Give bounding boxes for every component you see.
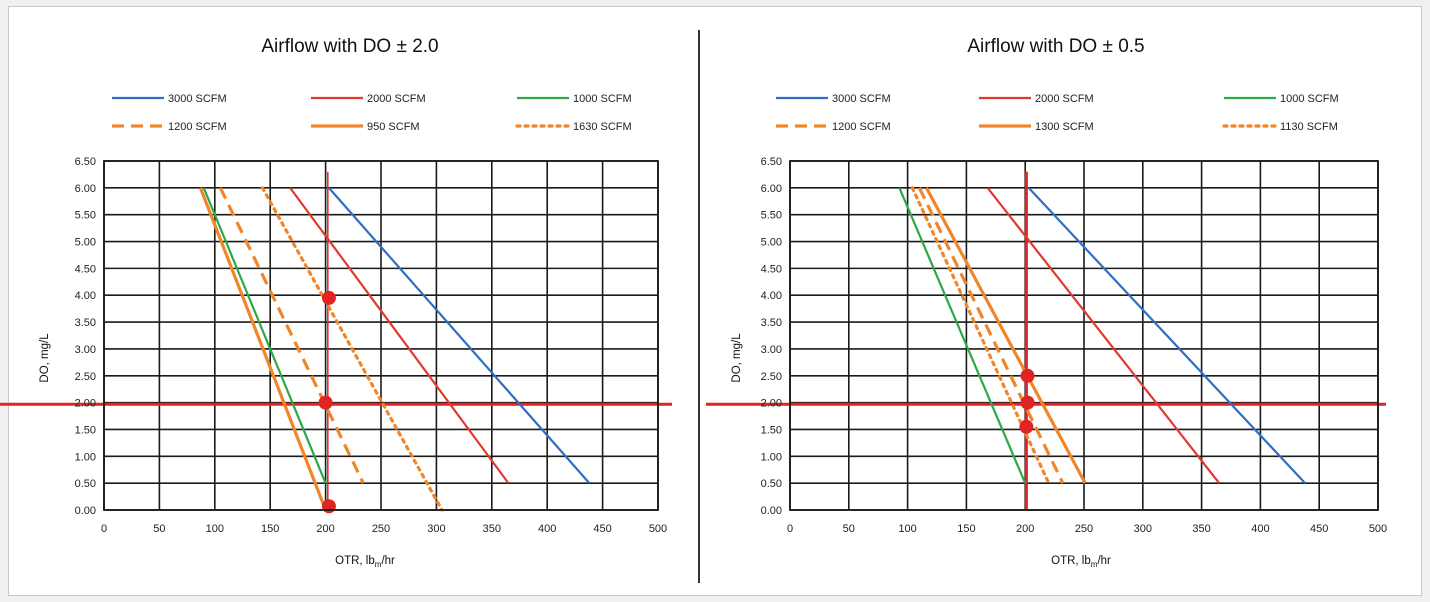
- x-tick-label: 50: [843, 523, 855, 535]
- y-tick-label: 6.00: [75, 183, 96, 195]
- y-tick-label: 1.00: [75, 451, 96, 463]
- chart-do-2-0: 0 50 100 150 200 250 300 350 400 450 500 0.00 0.50 1.…: [0, 36, 672, 569]
- legend-label: 950 SCFM: [367, 121, 420, 133]
- x-tick-label: 100: [898, 523, 916, 535]
- y-tick-label: 4.00: [761, 290, 782, 302]
- intersection-marker: [321, 499, 336, 514]
- x-tick-label: 250: [1075, 523, 1093, 535]
- series-line: [328, 187, 591, 484]
- y-tick-label: 5.00: [75, 237, 96, 249]
- series-line: [218, 187, 365, 484]
- x-tick-label: 100: [206, 523, 224, 535]
- y-tick-label: 0.00: [75, 505, 96, 517]
- y-axis-label: DO, mg/L: [731, 333, 743, 383]
- legend-label: 1200 SCFM: [168, 121, 227, 133]
- y-tick-label: 6.50: [75, 156, 96, 168]
- x-tick-label: 400: [538, 523, 556, 535]
- series-line: [202, 187, 327, 484]
- legend-label: 1200 SCFM: [832, 121, 891, 133]
- y-tick-label: 5.00: [761, 237, 782, 249]
- y-tick-label: 1.50: [75, 424, 96, 436]
- intersection-marker: [1020, 368, 1035, 383]
- x-axis-label: OTR, lbm/hr: [335, 555, 395, 569]
- plot-frame: [103, 160, 659, 511]
- y-tick-label: 4.50: [761, 263, 782, 275]
- y-tick-label: 1.00: [761, 451, 782, 463]
- legend-label: 3000 SCFM: [832, 93, 891, 105]
- series-line: [260, 186, 444, 512]
- chart-do-0-5: 0 50 100 150 200 250 300 350 400 450 500 0.00 0.50 1.…: [706, 36, 1387, 569]
- y-tick-label: 0.00: [761, 505, 782, 517]
- y-tick-label: 2.00: [761, 398, 782, 410]
- x-tick-label: 300: [427, 523, 445, 535]
- legend-label: 2000 SCFM: [1035, 93, 1094, 105]
- series-line: [925, 187, 1087, 484]
- y-tick-label: 4.00: [75, 290, 96, 302]
- x-tick-label: 350: [1192, 523, 1210, 535]
- x-tick-label: 400: [1251, 523, 1269, 535]
- series-line: [898, 187, 1027, 484]
- x-tick-label: 500: [1369, 523, 1387, 535]
- x-tick-label: 0: [101, 523, 107, 535]
- x-tick-label: 350: [483, 523, 501, 535]
- intersection-marker: [1019, 419, 1034, 434]
- y-tick-label: 2.00: [75, 398, 96, 410]
- y-tick-label: 2.50: [75, 371, 96, 383]
- x-tick-label: 300: [1134, 523, 1152, 535]
- x-tick-label: 250: [372, 523, 390, 535]
- legend-label: 1300 SCFM: [1035, 121, 1094, 133]
- legend-label: 1000 SCFM: [573, 93, 632, 105]
- x-axis-label: OTR, lbm/hr: [1051, 555, 1111, 569]
- x-tick-label: 450: [593, 523, 611, 535]
- y-tick-label: 3.00: [761, 344, 782, 356]
- series-line: [986, 187, 1221, 484]
- x-tick-label: 200: [1016, 523, 1034, 535]
- intersection-marker: [321, 290, 336, 305]
- legend-label: 1000 SCFM: [1280, 93, 1339, 105]
- y-tick-label: 5.50: [761, 210, 782, 222]
- y-tick-label: 6.50: [761, 156, 782, 168]
- legend-label: 1630 SCFM: [573, 121, 632, 133]
- intersection-marker: [1020, 395, 1035, 410]
- legend-label: 2000 SCFM: [367, 93, 426, 105]
- legend-label: 3000 SCFM: [168, 93, 227, 105]
- chart-title: Airflow with DO ± 2.0: [261, 36, 438, 57]
- series-line: [289, 187, 510, 484]
- y-tick-label: 1.50: [761, 424, 782, 436]
- series-line: [198, 187, 328, 511]
- panel-divider: [698, 30, 700, 583]
- x-tick-label: 150: [957, 523, 975, 535]
- y-tick-label: 3.50: [761, 317, 782, 329]
- series-line: [917, 187, 1065, 484]
- series-line: [1027, 187, 1306, 484]
- y-tick-label: 5.50: [75, 210, 96, 222]
- y-tick-label: 3.00: [75, 344, 96, 356]
- x-tick-label: 0: [787, 523, 793, 535]
- legend-label: 1130 SCFM: [1280, 121, 1338, 133]
- y-tick-label: 3.50: [75, 317, 96, 329]
- x-tick-label: 200: [316, 523, 334, 535]
- x-tick-label: 500: [649, 523, 667, 535]
- x-tick-label: 450: [1310, 523, 1328, 535]
- y-tick-label: 0.50: [75, 478, 96, 490]
- y-tick-label: 4.50: [75, 263, 96, 275]
- y-tick-label: 2.50: [761, 371, 782, 383]
- y-axis-label: DO, mg/L: [39, 333, 51, 383]
- plot-frame: [789, 160, 1379, 511]
- x-tick-label: 50: [153, 523, 165, 535]
- chart-title: Airflow with DO ± 0.5: [967, 36, 1144, 57]
- x-tick-label: 150: [261, 523, 279, 535]
- intersection-marker: [318, 395, 333, 410]
- series-line: [910, 186, 1051, 485]
- y-tick-label: 6.00: [761, 183, 782, 195]
- y-tick-label: 0.50: [761, 478, 782, 490]
